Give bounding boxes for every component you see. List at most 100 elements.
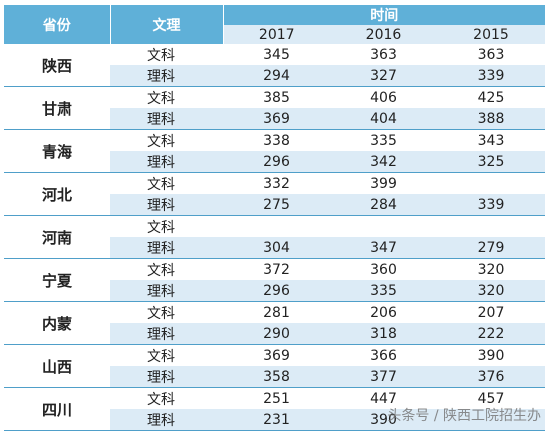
- table-body: 陕西 文科 345 363 363 理科 294 327 339 甘肃 文科 385 406 425 理科 3…: [4, 44, 545, 431]
- score-cell: 372: [223, 258, 330, 280]
- score-cell: 376: [437, 366, 545, 388]
- score-cell: 318: [330, 323, 437, 345]
- province-cell: 河北: [4, 172, 110, 216]
- table-row: 理科 296 335 320: [4, 280, 545, 302]
- type-cell: 理科: [110, 151, 223, 173]
- score-cell: 207: [437, 301, 545, 323]
- province-cell: 甘肃: [4, 86, 110, 130]
- score-cell: 363: [437, 44, 545, 65]
- score-cell: [437, 215, 545, 237]
- table-row: 理科 231 390: [4, 409, 545, 431]
- score-cell: 231: [223, 409, 330, 431]
- table-row: 理科 294 327 339: [4, 65, 545, 87]
- score-cell: 347: [330, 237, 437, 259]
- score-table: 省份 文理 时间 2017 2016 2015 陕西 文科 345 363 363 理科 2…: [4, 5, 545, 431]
- score-cell: 320: [437, 258, 545, 280]
- score-cell: 343: [437, 129, 545, 151]
- score-cell: 279: [437, 237, 545, 259]
- score-cell: 325: [437, 151, 545, 173]
- score-cell: 390: [330, 409, 437, 431]
- score-cell: 320: [437, 280, 545, 302]
- province-cell: 山西: [4, 344, 110, 388]
- type-cell: 文科: [110, 44, 223, 65]
- score-cell: 296: [223, 280, 330, 302]
- score-cell: 275: [223, 194, 330, 216]
- table-row: 四川 文科 251 447 457: [4, 387, 545, 431]
- score-cell: 377: [330, 366, 437, 388]
- score-cell: 251: [223, 387, 330, 409]
- type-cell: 文科: [110, 215, 223, 237]
- score-cell: 447: [330, 387, 437, 409]
- score-cell: 406: [330, 86, 437, 108]
- type-cell: 理科: [110, 280, 223, 302]
- score-cell: 388: [437, 108, 545, 130]
- table-row: 河南 文科: [4, 215, 545, 259]
- type-cell: 理科: [110, 65, 223, 87]
- province-cell: 青海: [4, 129, 110, 173]
- score-cell: [223, 215, 330, 237]
- score-cell: 345: [223, 44, 330, 65]
- type-cell: 文科: [110, 387, 223, 409]
- table-row: 山西 文科 369 366 390: [4, 344, 545, 388]
- score-cell: 399: [330, 172, 437, 194]
- score-cell: 390: [437, 344, 545, 366]
- header-time: 时间: [222, 5, 545, 25]
- table-row: 甘肃 文科 385 406 425: [4, 86, 545, 130]
- score-cell: [437, 172, 545, 194]
- province-cell: 陕西: [4, 44, 110, 87]
- type-cell: 理科: [110, 194, 223, 216]
- score-cell: 281: [223, 301, 330, 323]
- score-cell: 358: [223, 366, 330, 388]
- table-row: 河北 文科 332 399: [4, 172, 545, 216]
- score-cell: 369: [223, 344, 330, 366]
- header-year-2016: 2016: [330, 25, 437, 44]
- header-year-2017: 2017: [222, 25, 330, 44]
- score-cell: 206: [330, 301, 437, 323]
- score-cell: 296: [223, 151, 330, 173]
- header-type: 文理: [109, 5, 223, 44]
- province-cell: 内蒙: [4, 301, 110, 345]
- type-cell: 文科: [110, 258, 223, 280]
- table-row: 宁夏 文科 372 360 320: [4, 258, 545, 302]
- score-cell: 363: [330, 44, 437, 65]
- score-cell: 290: [223, 323, 330, 345]
- province-cell: 河南: [4, 215, 110, 259]
- type-cell: 文科: [110, 172, 223, 194]
- score-cell: 457: [437, 387, 545, 409]
- type-cell: 理科: [110, 409, 223, 431]
- score-cell: 385: [223, 86, 330, 108]
- type-cell: 文科: [110, 86, 223, 108]
- table-row: 青海 文科 338 335 343: [4, 129, 545, 173]
- type-cell: 理科: [110, 366, 223, 388]
- province-cell: 四川: [4, 387, 110, 431]
- score-cell: 404: [330, 108, 437, 130]
- type-cell: 理科: [110, 237, 223, 259]
- score-cell: 304: [223, 237, 330, 259]
- score-cell: 338: [223, 129, 330, 151]
- score-cell: 369: [223, 108, 330, 130]
- type-cell: 理科: [110, 108, 223, 130]
- watermark: 头条号 / 陕西工院招生办: [387, 408, 541, 424]
- score-cell: 342: [330, 151, 437, 173]
- header-province: 省份: [4, 5, 110, 44]
- score-cell: [437, 409, 545, 431]
- table-row: 理科 275 284 339: [4, 194, 545, 216]
- type-cell: 理科: [110, 323, 223, 345]
- score-cell: [330, 215, 437, 237]
- score-cell: 222: [437, 323, 545, 345]
- table-row: 内蒙 文科 281 206 207: [4, 301, 545, 345]
- province-cell: 宁夏: [4, 258, 110, 302]
- score-cell: 339: [437, 65, 545, 87]
- header-year-2015: 2015: [437, 25, 545, 44]
- table-row: 理科 296 342 325: [4, 151, 545, 173]
- score-cell: 425: [437, 86, 545, 108]
- table-row: 理科 304 347 279: [4, 237, 545, 259]
- type-cell: 文科: [110, 129, 223, 151]
- table-row: 理科 358 377 376: [4, 366, 545, 388]
- table-row: 陕西 文科 345 363 363: [4, 44, 545, 87]
- score-cell: 339: [437, 194, 545, 216]
- score-cell: 284: [330, 194, 437, 216]
- type-cell: 文科: [110, 344, 223, 366]
- score-cell: 294: [223, 65, 330, 87]
- score-cell: 366: [330, 344, 437, 366]
